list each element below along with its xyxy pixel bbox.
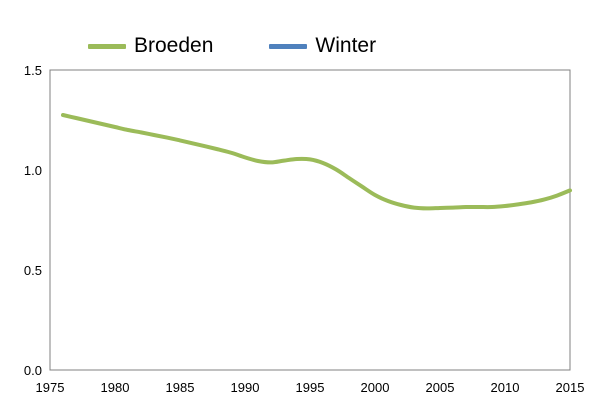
plot-frame <box>49 69 571 371</box>
x-tick-label: 1975 <box>36 380 65 395</box>
legend-label-winter: Winter <box>315 34 377 57</box>
y-tick-label: 1.0 <box>24 163 42 178</box>
x-tick-label: 1995 <box>296 380 325 395</box>
x-tick-label: 1980 <box>101 380 130 395</box>
series-line-broeden <box>61 113 572 211</box>
legend: Broeden Winter <box>88 34 432 58</box>
x-tick-label: 2010 <box>491 380 520 395</box>
y-tick-label: 0.0 <box>24 363 42 378</box>
x-tick-label: 2015 <box>556 380 585 395</box>
legend-swatch-broeden <box>88 43 126 49</box>
legend-item-broeden: Broeden <box>88 34 213 58</box>
y-tick-label: 1.5 <box>24 63 42 78</box>
legend-label-broeden: Broeden <box>134 34 214 57</box>
legend-item-winter: Winter <box>269 34 376 58</box>
x-axis-ticks: 1975 1980 1985 1990 1995 2000 2005 2010 2015 <box>36 380 585 395</box>
x-tick-label: 2005 <box>426 380 455 395</box>
x-tick-label: 2000 <box>361 380 390 395</box>
series-layer <box>61 113 572 211</box>
x-tick-label: 1985 <box>166 380 195 395</box>
y-axis-ticks: 0.0 0.5 1.0 1.5 <box>24 63 42 378</box>
y-tick-label: 0.5 <box>24 263 42 278</box>
x-tick-label: 1990 <box>231 380 260 395</box>
legend-swatch-winter <box>269 43 308 49</box>
